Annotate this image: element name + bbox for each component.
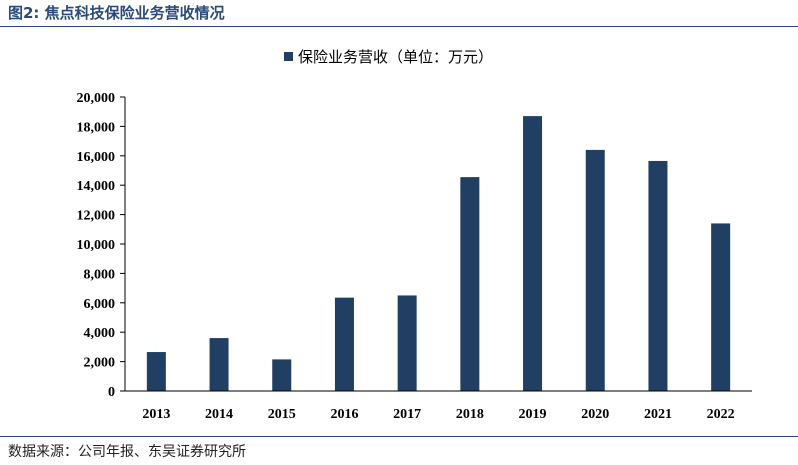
bar-2019	[523, 116, 543, 392]
y-tick-label: 16,000	[77, 150, 116, 165]
source-note: 数据来源：公司年报、东吴证券研究所	[8, 444, 246, 460]
bar-2017	[397, 295, 417, 391]
bar-chart: 保险业务营收（单位：万元） 0 2,000 4,000 6,000 8,000 10,00…	[77, 48, 752, 422]
x-tick-label: 2021	[644, 407, 672, 422]
figure-title: 图2: 焦点科技保险业务营收情况	[8, 4, 225, 22]
y-tick-label: 6,000	[84, 297, 116, 312]
y-tick-label: 10,000	[77, 238, 116, 253]
x-tick-label: 2019	[519, 407, 547, 422]
legend: 保险业务营收（单位：万元）	[284, 48, 493, 66]
bar-2013	[146, 352, 166, 391]
y-tick-label: 8,000	[84, 267, 116, 282]
bar-2021	[648, 160, 668, 391]
x-tick-label: 2015	[268, 407, 296, 422]
bar-2022	[711, 223, 731, 391]
y-tick-label: 4,000	[84, 326, 116, 341]
x-tick-label: 2016	[330, 407, 358, 422]
bar-2015	[272, 359, 292, 391]
top-rule	[0, 26, 798, 27]
x-tick-label: 2020	[581, 407, 609, 422]
y-tick-label: 0	[108, 385, 115, 400]
y-axis: 0 2,000 4,000 6,000 8,000 10,000 12,000 14,000 1…	[77, 91, 125, 400]
x-axis: 2013 2014 2015 2016 2017 2018 2019 2020 2021 2022	[142, 407, 734, 422]
bar-2014	[209, 338, 229, 391]
bottom-rule	[0, 436, 798, 437]
x-tick-label: 2022	[707, 407, 735, 422]
legend-swatch	[284, 52, 293, 61]
x-tick-label: 2018	[456, 407, 484, 422]
y-tick-label: 14,000	[77, 179, 116, 194]
y-tick-label: 2,000	[84, 356, 116, 371]
y-tick-label: 18,000	[77, 120, 116, 135]
y-tick-label: 20,000	[77, 91, 116, 106]
bar-2016	[334, 297, 354, 391]
bar-2018	[460, 177, 480, 391]
y-tick-label: 12,000	[77, 209, 116, 224]
x-tick-label: 2013	[142, 407, 170, 422]
x-tick-label: 2017	[393, 407, 421, 422]
x-tick-label: 2014	[205, 407, 233, 422]
bar-2020	[585, 149, 605, 391]
legend-label: 保险业务营收（单位：万元）	[298, 48, 493, 66]
bars	[146, 116, 731, 392]
